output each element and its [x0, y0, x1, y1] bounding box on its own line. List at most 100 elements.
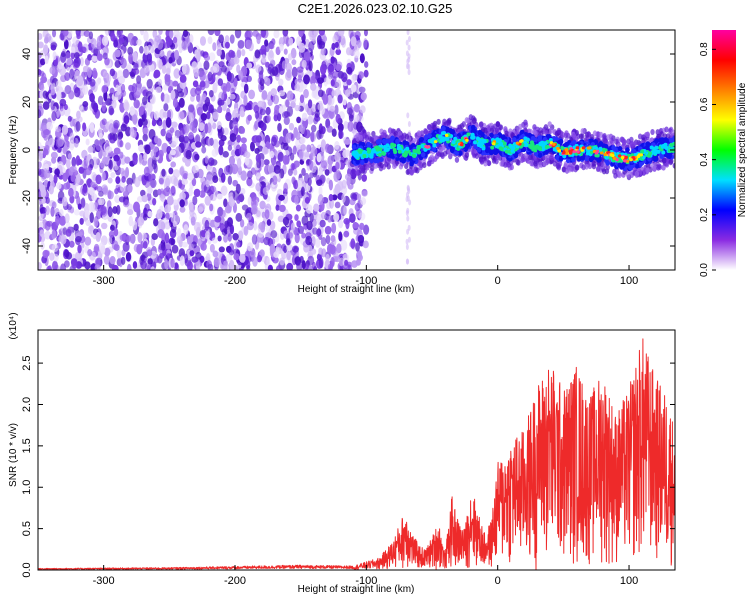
noise-speck — [407, 236, 411, 243]
signal-core — [454, 150, 459, 156]
noise-speck — [283, 182, 289, 193]
noise-speck — [227, 61, 233, 71]
noise-speck — [326, 94, 333, 106]
noise-speck — [327, 65, 335, 75]
signal-halo — [436, 118, 441, 125]
noise-speck — [204, 155, 209, 164]
noise-speck — [350, 36, 357, 47]
noise-speck — [292, 245, 300, 253]
noise-speck — [228, 155, 236, 166]
signal-halo — [538, 161, 543, 168]
noise-speck — [363, 69, 369, 78]
noise-speck — [38, 102, 43, 110]
noise-speck — [52, 253, 59, 262]
noise-speck — [76, 75, 84, 87]
noise-speck — [131, 83, 138, 93]
noise-speck — [407, 188, 411, 195]
noise-speck — [105, 98, 112, 106]
noise-speck — [55, 79, 62, 89]
noise-speck — [89, 78, 96, 87]
signal-halo — [515, 159, 520, 166]
noise-speck — [329, 154, 335, 163]
noise-speck — [354, 30, 361, 39]
signal-halo — [499, 160, 504, 167]
spectrogram-plot-area — [38, 30, 675, 270]
noise-speck — [188, 112, 195, 123]
noise-speck — [406, 30, 410, 36]
noise-speck — [218, 144, 224, 156]
noise-speck — [161, 64, 167, 74]
noise-speck — [190, 216, 196, 226]
noise-speck — [119, 151, 124, 159]
noise-speck — [38, 109, 42, 119]
signal-halo — [432, 124, 437, 131]
noise-speck — [253, 220, 258, 231]
noise-speck — [82, 122, 87, 132]
noise-speck — [55, 126, 62, 133]
noise-speck — [53, 174, 58, 184]
noise-speck — [237, 230, 244, 241]
noise-speck — [130, 71, 136, 79]
noise-speck — [268, 43, 275, 50]
signal-halo — [483, 160, 488, 167]
noise-speck — [65, 51, 71, 60]
noise-speck — [151, 119, 157, 127]
noise-speck — [244, 157, 250, 166]
noise-speck — [157, 228, 165, 239]
noise-speck — [288, 232, 293, 239]
signal-halo — [542, 160, 547, 167]
noise-speck — [133, 201, 140, 213]
noise-speck — [274, 104, 281, 114]
noise-speck — [152, 146, 159, 153]
noise-speck — [324, 225, 332, 235]
signal-halo — [549, 154, 554, 161]
noise-speck — [295, 138, 302, 148]
noise-speck — [71, 258, 78, 269]
noise-speck — [311, 103, 317, 113]
signal-core — [465, 142, 471, 148]
signal-halo — [586, 131, 591, 138]
noise-speck — [38, 51, 42, 59]
noise-speck — [90, 38, 97, 49]
signal-halo — [549, 127, 554, 134]
noise-speck — [300, 144, 307, 151]
noise-speck — [259, 108, 266, 116]
noise-speck — [223, 198, 228, 208]
noise-speck — [229, 224, 235, 235]
noise-speck — [293, 168, 298, 176]
noise-speck — [296, 66, 304, 73]
noise-speck — [39, 229, 44, 237]
noise-speck — [165, 243, 172, 250]
noise-speck — [306, 265, 313, 270]
noise-speck — [121, 176, 126, 183]
signal-halo — [382, 132, 387, 139]
noise-speck — [257, 100, 265, 108]
noise-speck — [225, 81, 231, 92]
noise-speck — [338, 231, 343, 242]
noise-speck — [147, 258, 153, 265]
noise-speck — [325, 253, 330, 263]
noise-speck — [252, 30, 259, 37]
noise-speck — [96, 35, 102, 47]
noise-speck — [328, 179, 334, 191]
signal-halo — [447, 117, 452, 124]
noise-speck — [183, 253, 189, 264]
noise-speck — [359, 222, 365, 231]
noise-speck — [208, 52, 216, 62]
noise-speck — [183, 224, 189, 235]
noise-speck — [331, 128, 337, 137]
noise-speck — [160, 243, 166, 251]
noise-speck — [251, 234, 258, 245]
noise-speck — [126, 235, 131, 243]
noise-speck — [60, 263, 66, 270]
noise-speck — [214, 146, 220, 156]
noise-speck — [213, 257, 220, 268]
noise-speck — [101, 35, 109, 46]
noise-speck — [255, 153, 261, 163]
noise-speck — [209, 203, 214, 212]
noise-speck — [338, 219, 344, 229]
noise-speck — [279, 257, 286, 266]
noise-speck — [329, 244, 336, 255]
signal-halo — [494, 127, 500, 134]
